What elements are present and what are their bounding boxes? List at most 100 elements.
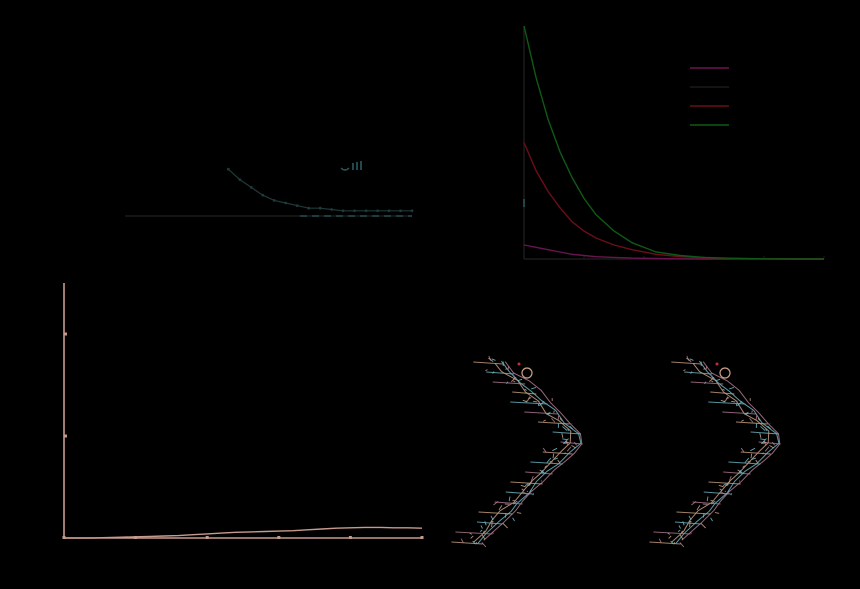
molecule-bond bbox=[559, 418, 563, 421]
molecule-base-rung bbox=[690, 381, 724, 385]
molecule-bond bbox=[513, 375, 515, 377]
panel-c-series-line bbox=[64, 526, 423, 539]
molecule-bond bbox=[711, 500, 716, 505]
molecule-bond bbox=[668, 535, 672, 539]
molecule-bond bbox=[484, 521, 487, 526]
panel-c-x-tick bbox=[348, 536, 352, 539]
molecule-bond bbox=[566, 446, 572, 452]
panel-a-data-point bbox=[284, 201, 288, 205]
panel-a-data-point bbox=[261, 193, 265, 197]
molecule-base-rung bbox=[750, 431, 779, 435]
panel-a-data-point bbox=[376, 209, 379, 213]
panel-a-data-point bbox=[249, 186, 253, 189]
molecule-bond bbox=[706, 496, 709, 502]
molecule-bond bbox=[527, 397, 532, 400]
molecule-bond bbox=[700, 523, 706, 529]
molecule-bond bbox=[573, 441, 578, 446]
molecule-bond bbox=[678, 525, 681, 529]
molecule-bond bbox=[546, 457, 552, 463]
molecule-bond bbox=[761, 438, 767, 444]
molecule-bond bbox=[691, 500, 697, 506]
molecule-bond bbox=[552, 453, 555, 459]
molecule-base-rung bbox=[524, 411, 559, 415]
molecule-bond bbox=[719, 488, 723, 491]
molecule-bond bbox=[740, 447, 745, 453]
molecule-base-rung bbox=[505, 491, 533, 495]
molecule-base-rung bbox=[478, 511, 513, 515]
molecule-bond bbox=[738, 470, 742, 474]
panel-b-line-chart bbox=[523, 25, 825, 260]
molecule-bond bbox=[760, 426, 766, 431]
molecule-bond bbox=[710, 517, 713, 522]
molecule-bond bbox=[735, 400, 738, 403]
molecule-bond bbox=[469, 532, 472, 535]
molecule-bond bbox=[492, 531, 494, 534]
molecule-bond bbox=[491, 358, 496, 361]
molecule-bond bbox=[475, 542, 478, 545]
molecule-bond bbox=[705, 365, 708, 371]
molecule-bond bbox=[737, 401, 743, 406]
molecule-bond bbox=[472, 540, 476, 545]
molecule-base-rung bbox=[708, 481, 741, 485]
molecule-bond bbox=[513, 376, 516, 381]
molecule-image-left bbox=[451, 355, 583, 548]
molecule-bond bbox=[730, 493, 733, 496]
molecule-bond bbox=[677, 529, 681, 533]
molecule-bond bbox=[513, 380, 516, 383]
panel-a-data-point bbox=[295, 204, 299, 208]
molecule-bond bbox=[683, 369, 686, 372]
molecule-base-rung bbox=[492, 381, 526, 385]
molecule-bond bbox=[530, 386, 537, 390]
molecule-base-rung bbox=[674, 521, 701, 525]
molecule-image-right bbox=[649, 355, 781, 548]
molecule-bond bbox=[689, 358, 694, 361]
molecule-bond bbox=[517, 378, 523, 382]
panel-c-line-chart bbox=[62, 283, 424, 539]
molecule-base-rung bbox=[510, 481, 543, 485]
molecule-base-rung bbox=[476, 521, 503, 525]
molecule-bond bbox=[749, 417, 754, 423]
molecule-base-rung bbox=[512, 391, 537, 395]
molecule-bond bbox=[682, 521, 685, 526]
molecule-bond bbox=[767, 425, 771, 430]
panel-a-data-point bbox=[410, 209, 414, 213]
molecule-bond bbox=[750, 453, 753, 459]
molecule-bond bbox=[569, 425, 573, 430]
molecule-bond bbox=[524, 388, 527, 391]
molecule-bond bbox=[562, 438, 568, 441]
molecule-bond bbox=[742, 465, 745, 468]
molecule-bond bbox=[482, 530, 485, 534]
molecule-bond bbox=[539, 401, 545, 406]
molecule-bond bbox=[745, 413, 748, 415]
molecule-backbone-strand bbox=[473, 363, 572, 543]
molecule-bond bbox=[505, 368, 507, 370]
molecule-bond bbox=[689, 522, 691, 528]
molecule-bond bbox=[759, 433, 762, 438]
panel-c-x-tick bbox=[205, 536, 209, 539]
molecule-bond bbox=[522, 399, 528, 403]
panel-c-y-tick bbox=[64, 332, 67, 336]
molecule-bond bbox=[755, 459, 758, 463]
molecule-bond bbox=[690, 531, 692, 534]
molecule-bond bbox=[561, 433, 564, 438]
molecule-bond bbox=[731, 400, 736, 403]
molecule-base-rung bbox=[486, 371, 515, 375]
molecule-bond bbox=[537, 400, 540, 403]
molecule-bond bbox=[520, 484, 526, 488]
molecule-bond bbox=[673, 542, 676, 545]
molecule-bond bbox=[504, 513, 507, 518]
molecule-bond bbox=[680, 530, 683, 534]
molecule-bond bbox=[679, 534, 684, 540]
molecule-bond bbox=[751, 410, 753, 413]
panel-a-data-point bbox=[238, 178, 242, 182]
molecule-bond bbox=[533, 400, 538, 403]
panel-a-data-point bbox=[272, 199, 276, 202]
molecule-bond bbox=[551, 417, 556, 423]
molecule-bond bbox=[718, 484, 724, 488]
molecule-base-rung bbox=[542, 451, 573, 455]
panel-a-data-point bbox=[307, 206, 311, 210]
molecule-bond bbox=[527, 484, 531, 487]
molecule-bond bbox=[549, 461, 553, 463]
molecule-bond bbox=[765, 428, 767, 432]
